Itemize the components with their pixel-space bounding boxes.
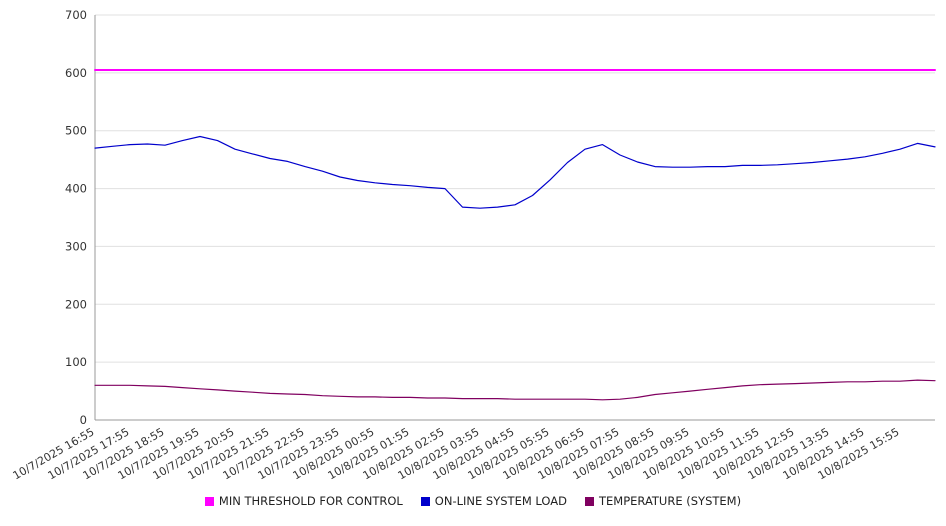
- y-gridlines: [95, 14, 935, 421]
- chart-legend: MIN THRESHOLD FOR CONTROL ON-LINE SYSTEM…: [0, 494, 946, 508]
- chart-canvas: 0 100 200 300 400 500 600 700 10/7/2025 16:5510/…: [11, 8, 936, 482]
- series-line-1: [94, 135, 936, 209]
- svg-text:300: 300: [65, 239, 87, 253]
- svg-text:500: 500: [65, 124, 87, 138]
- svg-text:600: 600: [65, 66, 87, 80]
- legend-swatch-min-threshold: [204, 496, 214, 506]
- legend-swatch-online-system-load: [420, 496, 430, 506]
- svg-text:200: 200: [65, 297, 87, 311]
- y-axis-labels: 0 100 200 300 400 500 600 700: [65, 8, 87, 427]
- svg-text:100: 100: [65, 355, 87, 369]
- legend-item-min-threshold: MIN THRESHOLD FOR CONTROL: [204, 494, 403, 508]
- legend-swatch-temperature-system: [585, 496, 594, 506]
- line-chart: 0 100 200 300 400 500 600 700 10/7/2025 16:55 10/…: [11, 8, 936, 482]
- svg-text:0: 0: [80, 413, 87, 427]
- legend-label-temperature-system: TEMPERATURE (SYSTEM): [599, 494, 742, 508]
- legend-item-temperature-system: TEMPERATURE (SYSTEM): [585, 494, 741, 508]
- legend-label-online-system-load: ON-LINE SYSTEM LOAD: [434, 494, 567, 508]
- legend-label-min-threshold: MIN THRESHOLD FOR CONTROL: [218, 494, 403, 508]
- svg-text:700: 700: [65, 8, 87, 22]
- series-line-2: [94, 379, 936, 401]
- legend-item-online-system-load: ON-LINE SYSTEM LOAD: [420, 494, 567, 508]
- svg-text:400: 400: [65, 182, 87, 196]
